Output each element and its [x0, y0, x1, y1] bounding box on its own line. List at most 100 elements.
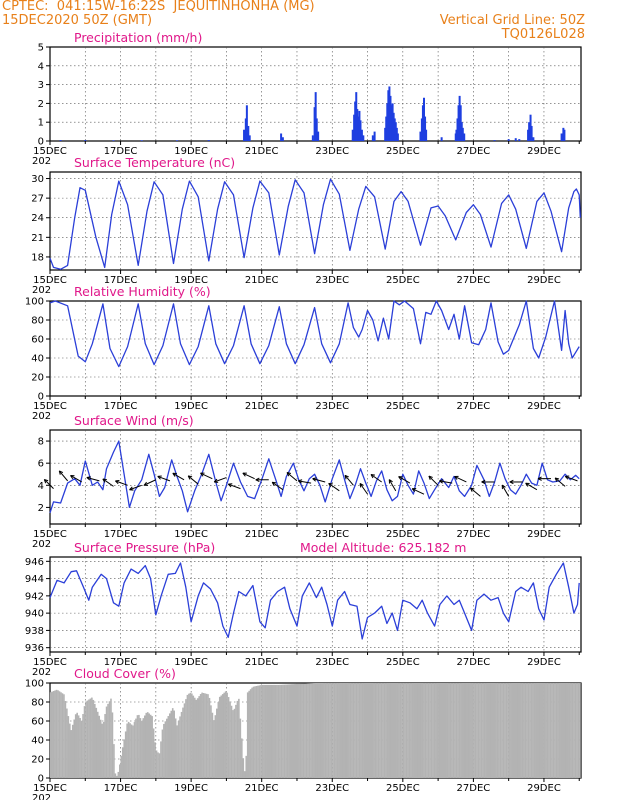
- precip-bar: [563, 129, 566, 141]
- precip-bar: [459, 105, 462, 141]
- cloud-bar: [537, 683, 540, 778]
- cloud-bar: [273, 684, 275, 778]
- cloud-bar: [330, 683, 333, 778]
- precip-bar: [424, 116, 427, 141]
- wind-arrow-head: [58, 470, 61, 475]
- wind-arrow-head: [564, 476, 569, 480]
- precip-bar: [532, 137, 535, 141]
- wind-arrow: [398, 476, 411, 484]
- cloud-bar: [89, 698, 92, 778]
- cloud-bar: [457, 683, 459, 778]
- cloud-bar: [189, 692, 192, 778]
- cloud-bar: [396, 683, 399, 778]
- precip-bar: [84, 140, 87, 141]
- cloud-bar: [520, 683, 522, 778]
- cloud-bar: [71, 724, 74, 778]
- cloud-bar: [410, 683, 412, 778]
- cloud-bar: [96, 711, 99, 778]
- precip-bar: [353, 114, 356, 141]
- cloud-bar: [226, 692, 228, 778]
- precip-bar: [362, 135, 365, 141]
- wind-arrow: [115, 480, 128, 486]
- panel-5-ytick-label: 936: [25, 643, 44, 654]
- precip-bar: [386, 103, 389, 141]
- cloud-bar: [380, 683, 383, 778]
- cloud-bar: [370, 683, 372, 778]
- cloud-bar: [424, 683, 427, 778]
- wind-arrow-head: [537, 476, 542, 480]
- precip-bar: [176, 140, 179, 141]
- cloud-bar: [111, 712, 114, 778]
- cloud-bar: [318, 683, 321, 778]
- panel-2-ytick-label: 24: [31, 213, 44, 224]
- wind-arrow-head: [298, 479, 303, 482]
- cloud-bar: [527, 683, 530, 778]
- precip-bar: [456, 118, 459, 141]
- panel-5-series-line: [49, 562, 580, 640]
- cloud-bar: [282, 684, 284, 778]
- cloud-bar: [561, 683, 564, 778]
- cloud-bar: [196, 698, 199, 778]
- panel-3-xtick-label: 21DEC: [245, 401, 279, 412]
- panel-3-xtick-label: 15DEC: [33, 401, 67, 412]
- wind-arrow-head: [454, 476, 458, 480]
- cloud-bar: [568, 683, 571, 778]
- cloud-bar: [218, 696, 221, 778]
- cloud-bar: [280, 684, 283, 778]
- panel-1-ytick-label: 1: [38, 118, 44, 129]
- precip-bar: [391, 103, 394, 141]
- panel-1-xtick-label: 23DEC: [315, 146, 349, 157]
- cloud-bar: [138, 714, 140, 778]
- cloud-bar: [438, 683, 440, 778]
- panel-2-series-line: [49, 178, 581, 270]
- cloud-bar: [180, 711, 183, 778]
- wind-arrow-head: [328, 482, 333, 485]
- cloud-bar: [508, 683, 511, 778]
- cloud-bar: [54, 690, 56, 778]
- cloud-bar: [208, 697, 211, 778]
- panel-4-xtick-label: 17DEC: [104, 529, 138, 540]
- wind-arrow: [214, 477, 227, 483]
- cloud-bar: [571, 683, 574, 778]
- cloud-bar: [576, 683, 578, 778]
- wind-arrow-head: [312, 478, 317, 482]
- precip-bar: [458, 95, 461, 141]
- precip-bar: [371, 135, 374, 141]
- wind-arrow-head: [43, 479, 47, 484]
- cloud-bar: [567, 683, 569, 778]
- cloud-bar: [248, 690, 250, 778]
- cloud-bar: [239, 718, 242, 778]
- cloud-bar: [205, 693, 208, 778]
- cloud-bar: [430, 683, 433, 778]
- cloud-bar: [492, 683, 495, 778]
- cloud-bar: [151, 716, 153, 778]
- panel-2-xtick-label: 21DEC: [245, 275, 279, 286]
- cloud-bar: [498, 683, 500, 778]
- cloud-bar: [133, 722, 136, 778]
- cloud-bar: [558, 683, 561, 778]
- cloud-bar: [193, 697, 196, 778]
- panel-2-xtick-label: 23DEC: [315, 275, 349, 286]
- cloud-bar: [148, 713, 151, 778]
- cloud-bar: [110, 698, 112, 778]
- wind-arrow: [157, 475, 171, 482]
- cloud-bar: [292, 684, 295, 778]
- cloud-bar: [86, 700, 89, 778]
- panel-2-ytick-label: 21: [31, 233, 44, 244]
- cloud-bar: [160, 741, 162, 778]
- wind-arrow: [344, 475, 354, 486]
- cloud-bar: [442, 683, 445, 778]
- cloud-bar: [73, 719, 76, 778]
- cloud-bar: [511, 683, 514, 778]
- wind-arrow: [86, 477, 100, 482]
- cloud-bar: [98, 715, 101, 778]
- panel-3-ytick-label: 20: [31, 373, 44, 384]
- cloud-bar: [464, 683, 467, 778]
- wind-arrow-head: [102, 478, 106, 483]
- cloud-bar: [51, 691, 53, 778]
- cloud-bar: [311, 683, 314, 778]
- panel-2-xtick-label: 25DEC: [386, 275, 420, 286]
- cloud-bar: [413, 683, 415, 778]
- panel-4-ytick-label: 2: [38, 503, 44, 514]
- precip-bar: [245, 105, 248, 141]
